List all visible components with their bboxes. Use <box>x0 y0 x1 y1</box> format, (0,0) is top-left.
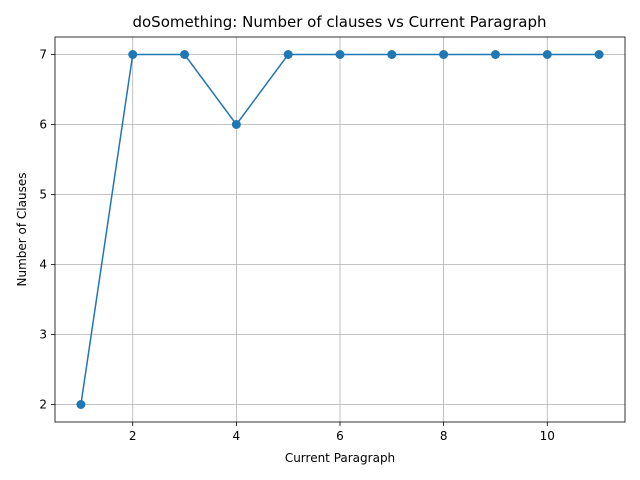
data-point <box>335 50 345 59</box>
y-tick-label: 3 <box>39 328 47 342</box>
x-tick-label: 10 <box>540 429 555 443</box>
data-point <box>594 50 604 59</box>
data-point <box>283 50 293 59</box>
y-axis-label: Number of Clauses <box>15 173 29 287</box>
y-tick-label: 6 <box>39 118 47 132</box>
chart-title: doSomething: Number of clauses vs Curren… <box>132 13 546 31</box>
y-tick-label: 2 <box>39 398 47 412</box>
y-tick-label: 7 <box>39 48 47 62</box>
data-point <box>490 50 500 59</box>
series-group <box>76 50 604 409</box>
data-point <box>387 50 397 59</box>
x-axis-label: Current Paragraph <box>285 451 395 465</box>
data-point <box>542 50 552 59</box>
data-point <box>76 400 86 409</box>
x-tick-label: 2 <box>129 429 137 443</box>
data-point <box>231 120 241 129</box>
data-point <box>439 50 449 59</box>
x-tick-label: 6 <box>336 429 344 443</box>
x-tick-label: 8 <box>440 429 448 443</box>
plot-frame <box>54 36 626 423</box>
grid <box>55 37 625 422</box>
axis-ticks: 2 4 6 8 10 2 3 4 5 6 7 <box>39 48 555 444</box>
data-point <box>128 50 138 59</box>
y-tick-label: 4 <box>39 258 47 272</box>
data-point <box>180 50 190 59</box>
y-tick-label: 5 <box>39 188 47 202</box>
x-tick-label: 4 <box>233 429 241 443</box>
